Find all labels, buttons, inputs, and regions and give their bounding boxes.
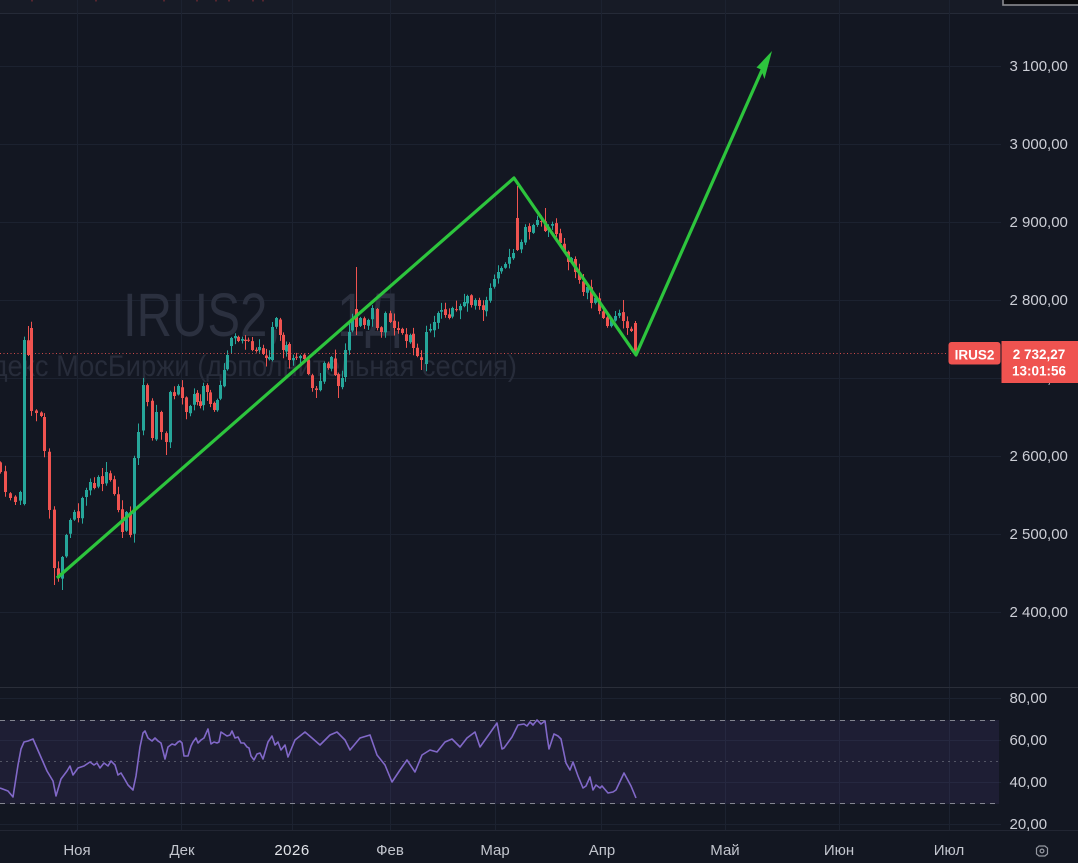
svg-text:2 600,00: 2 600,00 [1010, 448, 1068, 465]
svg-text:2 900,00: 2 900,00 [1010, 214, 1068, 231]
svg-text:80,00: 80,00 [1010, 690, 1048, 707]
svg-text:Мар: Мар [480, 842, 509, 859]
svg-text:Дек: Дек [169, 842, 195, 859]
svg-text:Апр: Апр [589, 842, 615, 859]
svg-text:13:01:56: 13:01:56 [1012, 364, 1067, 379]
svg-text:2 400,00: 2 400,00 [1010, 604, 1068, 621]
svg-text:2 800,00: 2 800,00 [1010, 292, 1068, 309]
svg-text:IRUS2: IRUS2 [955, 348, 995, 363]
svg-text:IRUS2,: IRUS2, [123, 281, 281, 349]
svg-text:2 732,27: 2 732,27 [1013, 347, 1066, 362]
svg-text:2 500,00: 2 500,00 [1010, 526, 1068, 543]
svg-text:2026: 2026 [274, 842, 309, 859]
svg-text:60,00: 60,00 [1010, 732, 1048, 749]
svg-text:3 000,00: 3 000,00 [1010, 136, 1068, 153]
svg-text:Июл: Июл [934, 842, 964, 859]
svg-text:40,00: 40,00 [1010, 774, 1048, 791]
svg-text:Индекс МосБиржи (дополнительна: Индекс МосБиржи (дополнительная сессия) [0, 350, 517, 383]
svg-text:Июн: Июн [824, 842, 854, 859]
svg-text:Ноя: Ноя [63, 842, 90, 859]
svg-text:Фев: Фев [376, 842, 404, 859]
svg-text:20,00: 20,00 [1010, 816, 1048, 833]
svg-text:3 100,00: 3 100,00 [1010, 58, 1068, 75]
svg-text:Май: Май [710, 842, 739, 859]
